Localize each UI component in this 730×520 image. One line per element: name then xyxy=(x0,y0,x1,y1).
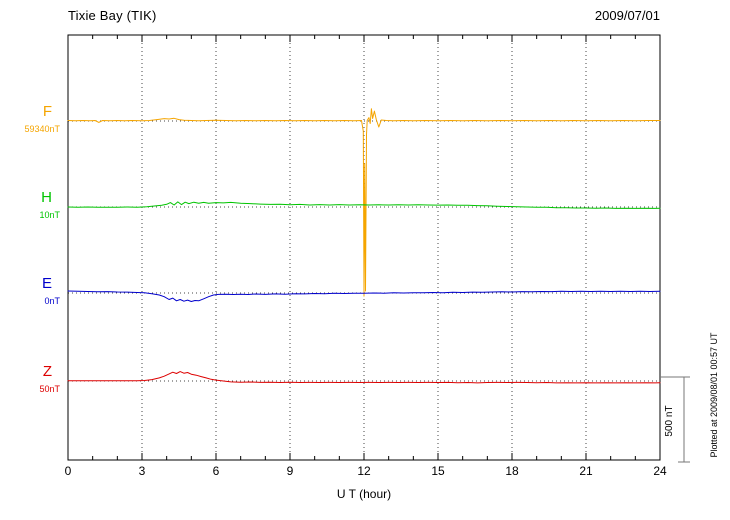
x-tick-label: 0 xyxy=(64,464,72,478)
series-label-F: F xyxy=(42,103,52,120)
x-tick-label: 3 xyxy=(138,464,146,478)
trace-Z xyxy=(67,371,661,384)
scale-bar xyxy=(660,376,690,463)
trace-E xyxy=(67,290,661,302)
series-label-H: H xyxy=(41,189,52,206)
series-baseline-value-E: 0nT xyxy=(44,296,60,306)
series-label-Z: Z xyxy=(42,363,52,380)
scale-bar-label: 500 nT xyxy=(664,405,675,436)
traces xyxy=(67,108,661,384)
trace-H xyxy=(67,201,661,209)
plot-border xyxy=(67,34,661,461)
trace-F xyxy=(67,108,661,297)
x-tick-label: 21 xyxy=(579,464,593,478)
date-label: 2009/07/01 xyxy=(594,8,660,23)
x-tick-label: 18 xyxy=(505,464,519,478)
plotted-at-note: Plotted at 2009/08/01 00:57 UT xyxy=(709,332,719,458)
series-baseline-value-H: 10nT xyxy=(39,210,60,220)
series-baseline-value-Z: 50nT xyxy=(39,384,60,394)
x-tick-label: 15 xyxy=(431,464,445,478)
series-baseline-value-F: 59340nT xyxy=(24,124,60,134)
x-axis-label: U T (hour) xyxy=(336,487,392,501)
x-tick-label: 24 xyxy=(653,464,667,478)
page-title: Tixie Bay (TIK) xyxy=(68,8,157,23)
series-label-E: E xyxy=(41,275,52,292)
x-tick-label: 12 xyxy=(357,464,371,478)
x-tick-label: 6 xyxy=(212,464,220,478)
x-tick-label: 9 xyxy=(286,464,294,478)
